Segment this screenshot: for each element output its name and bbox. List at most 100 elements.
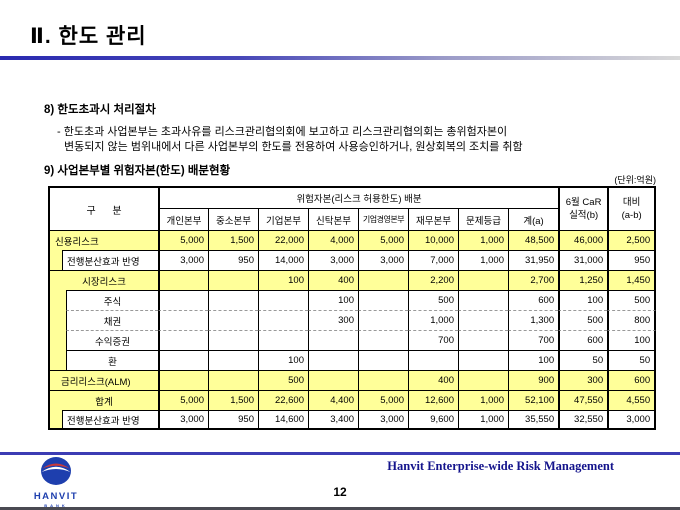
value-cell: 500 — [607, 290, 657, 310]
value-cell: 3,000 — [358, 410, 408, 430]
value-cell: 500 — [258, 370, 308, 390]
row-label-text: 수익증권 — [66, 330, 158, 350]
value-cell: 3,000 — [607, 410, 657, 430]
column-header-corporate: 기업본부 — [258, 208, 308, 230]
value-cell — [158, 330, 208, 350]
value-cell: 950 — [208, 410, 258, 430]
value-cell: 31,000 — [558, 250, 608, 270]
value-cell: 900 — [508, 370, 559, 390]
column-header-trust: 신탁본부 — [308, 208, 358, 230]
value-cell: 400 — [408, 370, 458, 390]
value-cell: 12,600 — [408, 390, 458, 410]
table-row: 수익증권 700 700 600 100 — [48, 330, 657, 350]
value-cell: 4,000 — [308, 230, 358, 250]
value-cell: 31,950 — [508, 250, 559, 270]
value-cell — [258, 310, 308, 330]
row-label: 신용리스크 — [48, 230, 158, 250]
value-cell — [458, 350, 508, 370]
value-cell: 50 — [558, 350, 608, 370]
value-cell: 800 — [607, 310, 657, 330]
page-number: 12 — [333, 485, 347, 499]
value-cell — [258, 290, 308, 310]
value-cell: 2,700 — [508, 270, 559, 290]
value-cell — [358, 350, 408, 370]
value-cell — [358, 370, 408, 390]
table-row: 금리리스크(ALM) 500 400 900 300 600 — [48, 370, 657, 390]
value-cell: 35,550 — [508, 410, 559, 430]
diff-header-line1: 대비 — [622, 197, 641, 208]
value-cell — [158, 370, 208, 390]
value-cell: 5,000 — [158, 390, 208, 410]
footer-rule — [0, 452, 680, 455]
diff-header-line2: (a-b) — [621, 210, 642, 221]
value-cell — [308, 370, 358, 390]
page-title: Ⅱ. 한도 관리 — [30, 25, 147, 48]
value-cell: 300 — [558, 370, 608, 390]
value-cell: 400 — [308, 270, 358, 290]
value-cell — [158, 290, 208, 310]
car-header-line2: 실적(b) — [569, 210, 599, 221]
row-label-text: 환 — [66, 350, 158, 370]
value-cell: 4,400 — [308, 390, 358, 410]
value-cell: 600 — [508, 290, 559, 310]
value-cell — [358, 330, 408, 350]
value-cell: 10,000 — [408, 230, 458, 250]
table-row: 채권 300 1,000 1,300 500 800 — [48, 310, 657, 330]
table-row: 신용리스크 5,000 1,500 22,000 4,000 5,000 10,000 1,0… — [48, 230, 657, 250]
header-row-1: 구 분 위험자본(리스크 허용한도) 배분 6월 CaR 실적(b) 대비 (a… — [48, 186, 657, 230]
value-cell: 700 — [408, 330, 458, 350]
value-cell: 600 — [607, 370, 657, 390]
column-header-treasury: 재무본부 — [408, 208, 458, 230]
limit-table-body: 신용리스크 5,000 1,500 22,000 4,000 5,000 10,000 1,0… — [48, 230, 657, 430]
value-cell — [358, 310, 408, 330]
section9-heading: 9) 사업본부별 위험자본(한도) 배분현황 — [44, 165, 231, 177]
value-cell: 46,000 — [558, 230, 608, 250]
row-label: 환 — [48, 350, 158, 370]
table-row: 주식 100 500 600 100 500 — [48, 290, 657, 310]
value-cell — [408, 350, 458, 370]
diff-header: 대비 (a-b) — [607, 186, 657, 230]
value-cell: 300 — [308, 310, 358, 330]
column-header-problem-grade: 문제등급 — [458, 208, 508, 230]
value-cell — [158, 350, 208, 370]
value-cell — [308, 350, 358, 370]
logo-title: HANVIT — [33, 491, 79, 502]
section8-bullet: - 한도초과 사업본부는 초과사유를 리스크관리협의회에 보고하고 리스크관리협… — [57, 125, 523, 154]
value-cell: 2,200 — [408, 270, 458, 290]
value-cell: 100 — [258, 270, 308, 290]
row-label: 금리리스크(ALM) — [48, 370, 158, 390]
risk-allocation-table-wrap: 구 분 위험자본(리스크 허용한도) 배분 6월 CaR 실적(b) 대비 (a… — [48, 186, 657, 430]
value-cell: 1,250 — [558, 270, 608, 290]
value-cell: 1,500 — [208, 390, 258, 410]
value-cell: 100 — [508, 350, 559, 370]
value-cell: 950 — [607, 250, 657, 270]
value-cell — [458, 370, 508, 390]
bottom-edge — [0, 507, 680, 510]
value-cell — [458, 270, 508, 290]
value-cell: 22,000 — [258, 230, 308, 250]
value-cell — [158, 310, 208, 330]
value-cell — [358, 270, 408, 290]
column-header-corp-mgmt: 기업경영본부 — [358, 208, 408, 230]
value-cell: 100 — [607, 330, 657, 350]
value-cell: 500 — [558, 310, 608, 330]
row-label: 전행분산효과 반영 — [48, 250, 158, 270]
row-label-text: 주식 — [66, 290, 158, 310]
value-cell — [208, 270, 258, 290]
value-cell: 1,450 — [607, 270, 657, 290]
value-cell: 5,000 — [358, 230, 408, 250]
table-header: 구 분 위험자본(리스크 허용한도) 배분 6월 CaR 실적(b) 대비 (a… — [48, 186, 657, 230]
car-header: 6월 CaR 실적(b) — [558, 186, 608, 230]
row-label: 시장리스크 — [48, 270, 158, 290]
value-cell: 1,000 — [458, 250, 508, 270]
value-cell — [208, 370, 258, 390]
value-cell — [208, 330, 258, 350]
row-label-text: 전행분산효과 반영 — [62, 250, 158, 270]
value-cell: 5,000 — [358, 390, 408, 410]
value-cell: 1,000 — [408, 310, 458, 330]
value-cell: 5,000 — [158, 230, 208, 250]
table-row: 전행분산효과 반영 3,000 950 14,000 3,000 3,000 7,000 1,… — [48, 250, 657, 270]
value-cell: 3,400 — [308, 410, 358, 430]
logo-subtitle: BANK — [44, 502, 68, 508]
value-cell: 4,550 — [607, 390, 657, 410]
